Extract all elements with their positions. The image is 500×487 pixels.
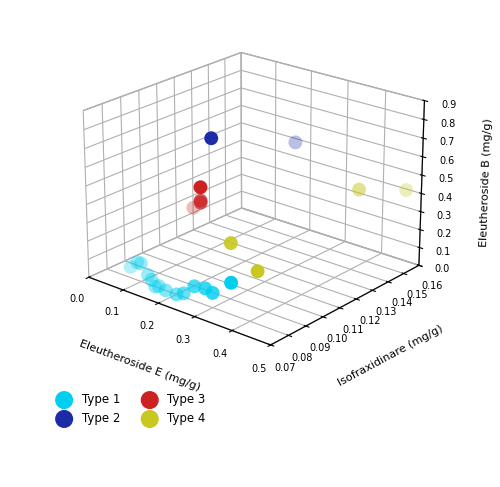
X-axis label: Eleutheroside E (mg/g): Eleutheroside E (mg/g)	[78, 338, 202, 393]
Y-axis label: Isofraxidinare (mg/g): Isofraxidinare (mg/g)	[336, 323, 445, 388]
Legend: Type 1, Type 2, Type 3, Type 4: Type 1, Type 2, Type 3, Type 4	[52, 393, 206, 425]
